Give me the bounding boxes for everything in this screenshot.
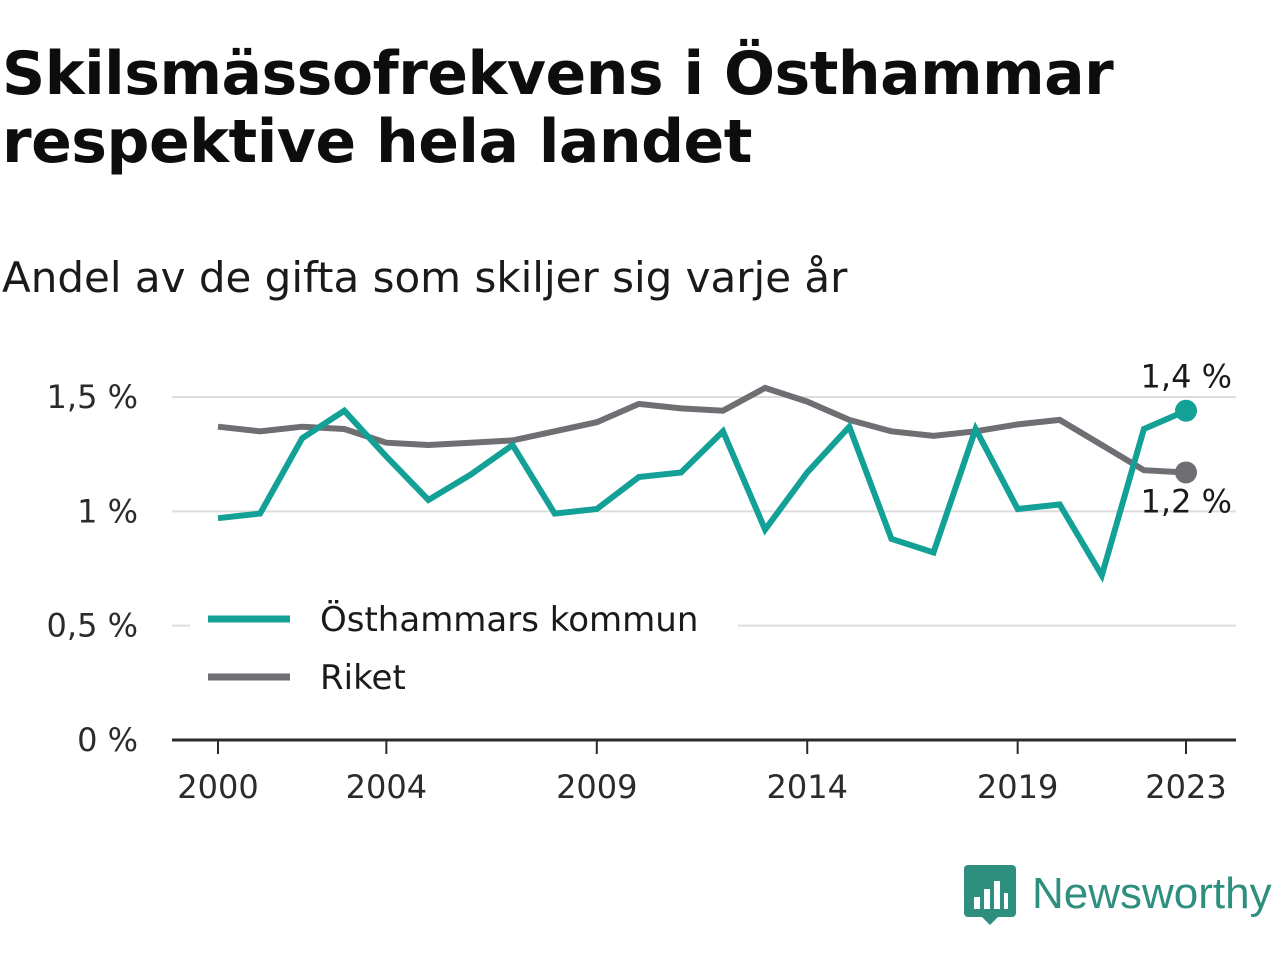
legend: Östhammars kommun Riket bbox=[190, 585, 738, 705]
y-tick-label: 1 % bbox=[77, 492, 138, 530]
x-tick-label: 2004 bbox=[346, 768, 427, 806]
end-value-label: 1,4 % bbox=[1141, 358, 1232, 396]
x-tick-label: 2023 bbox=[1145, 768, 1226, 806]
y-tick-label: 1,5 % bbox=[47, 378, 138, 416]
series-line bbox=[217, 406, 1188, 583]
x-tick-label: 2000 bbox=[177, 768, 258, 806]
legend-background bbox=[190, 585, 738, 705]
x-tick-label: 2019 bbox=[977, 768, 1058, 806]
chart-subtitle: Andel av de gifta som skiljer sig varje … bbox=[2, 253, 848, 302]
brand-name: Newsworthy bbox=[1032, 869, 1272, 918]
brand-logo: Newsworthy bbox=[964, 862, 1272, 926]
end-value-label: 1,2 % bbox=[1141, 482, 1232, 520]
series-end-point bbox=[1175, 461, 1197, 484]
chart-title: Skilsmässofrekvens i Östhammar respektiv… bbox=[2, 39, 1114, 177]
y-tick-label: 0,5 % bbox=[47, 607, 138, 645]
end-labels: 1,4 % 1,2 % bbox=[1141, 358, 1232, 521]
line-chart: 0 % 0,5 % 1 % 1,5 % 2000 2004 2009 2014 2019 202… bbox=[47, 358, 1236, 806]
x-tick-label: 2009 bbox=[556, 768, 637, 806]
series-end-point bbox=[1175, 399, 1197, 422]
legend-label: Östhammars kommun bbox=[320, 599, 698, 640]
y-axis-ticks: 0 % 0,5 % 1 % 1,5 % bbox=[47, 378, 138, 759]
x-tick-label: 2014 bbox=[766, 768, 847, 806]
x-axis-ticks: 2000 2004 2009 2014 2019 2023 bbox=[177, 740, 1227, 806]
newsworthy-logo-icon bbox=[964, 865, 1016, 925]
y-tick-label: 0 % bbox=[77, 721, 138, 759]
legend-label: Riket bbox=[320, 658, 406, 698]
series-lines bbox=[217, 384, 1197, 583]
series-line bbox=[217, 384, 1187, 476]
